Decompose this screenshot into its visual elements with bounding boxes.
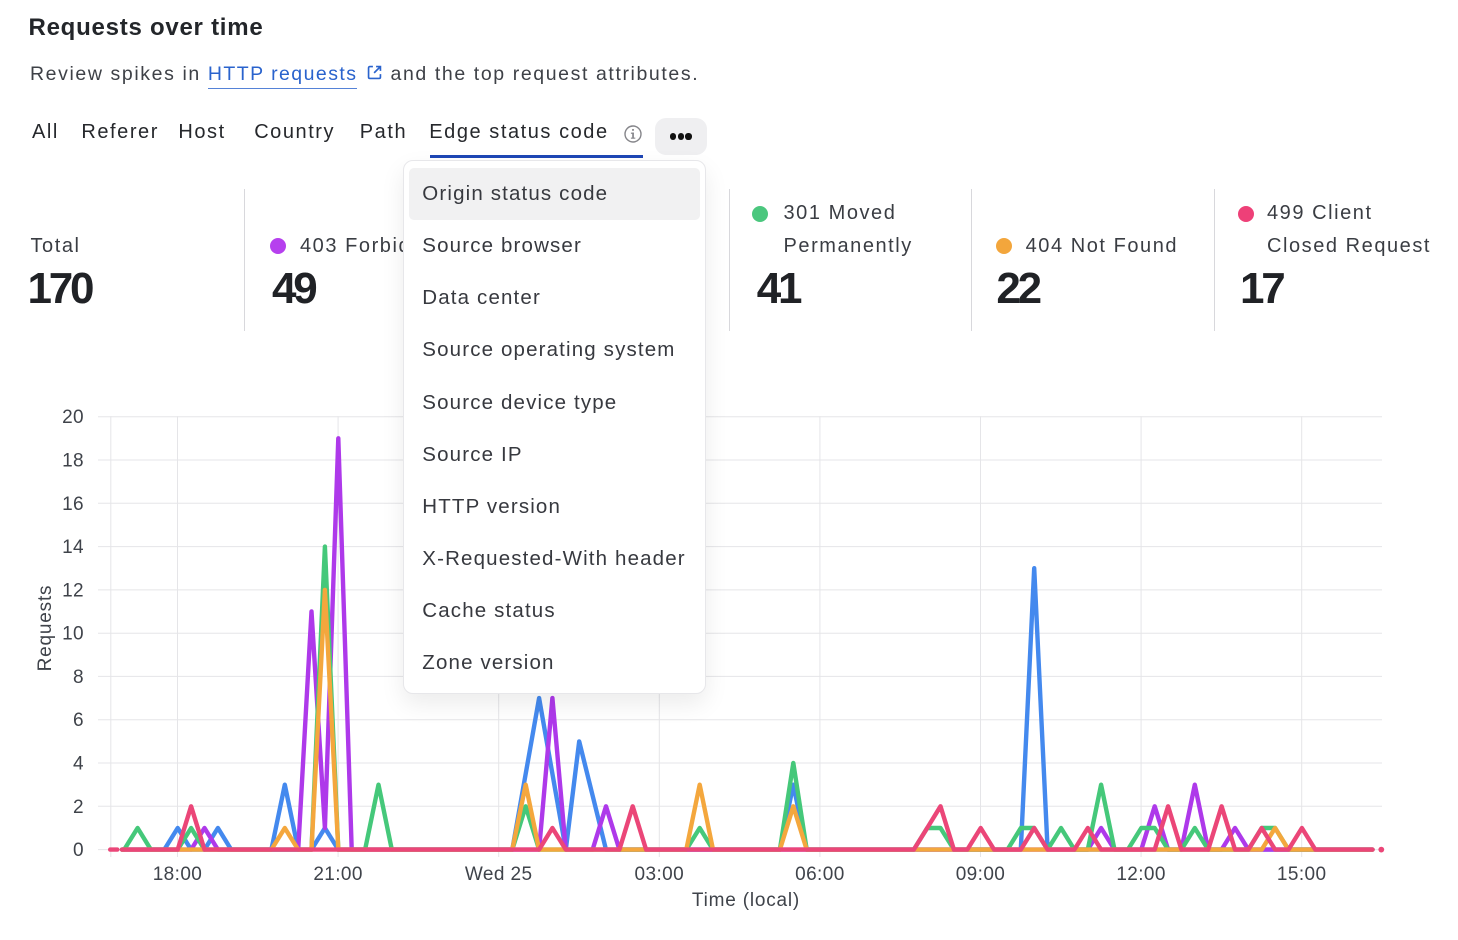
svg-text:06:00: 06:00 (795, 864, 845, 885)
svg-text:15:00: 15:00 (1277, 864, 1327, 885)
svg-text:03:00: 03:00 (635, 864, 685, 885)
svg-text:10: 10 (62, 624, 84, 645)
svg-text:18: 18 (62, 451, 84, 472)
svg-text:2: 2 (73, 797, 84, 818)
svg-text:16: 16 (62, 494, 84, 515)
svg-text:21:00: 21:00 (313, 864, 363, 885)
svg-text:18:00: 18:00 (153, 864, 203, 885)
svg-text:20: 20 (62, 407, 84, 428)
svg-text:0: 0 (73, 840, 84, 861)
svg-text:Requests: Requests (35, 585, 56, 672)
svg-text:8: 8 (73, 667, 84, 688)
svg-text:Wed 25: Wed 25 (465, 864, 533, 885)
svg-text:6: 6 (73, 710, 84, 731)
svg-text:12: 12 (62, 580, 84, 601)
svg-text:14: 14 (62, 537, 84, 558)
svg-text:4: 4 (73, 754, 84, 775)
svg-text:Time (local): Time (local) (692, 890, 800, 911)
svg-text:09:00: 09:00 (956, 864, 1006, 885)
svg-text:12:00: 12:00 (1116, 864, 1166, 885)
